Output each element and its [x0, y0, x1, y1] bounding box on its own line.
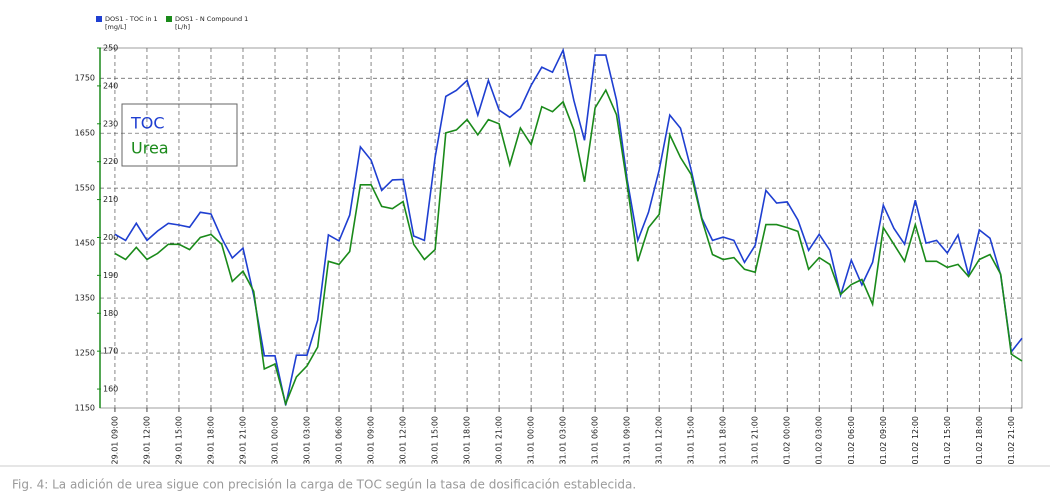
x-tick-label: 31.01 03:00 [559, 416, 568, 465]
x-tick-label: 30.01 09:00 [367, 416, 376, 465]
annotation: TOC [130, 114, 165, 133]
y2-tick-label: 230 [103, 119, 118, 128]
x-tick-label: 30.01 12:00 [399, 416, 408, 465]
y-tick-label: 1350 [75, 294, 95, 303]
x-tick-label: 01.02 06:00 [847, 416, 856, 465]
y-tick-label: 1750 [75, 74, 95, 83]
y-tick-label: 1550 [75, 184, 95, 193]
x-tick-label: 31.01 12:00 [655, 416, 664, 465]
y2-tick-label: 250 [103, 44, 118, 53]
x-tick-label: 29.01 18:00 [206, 416, 215, 465]
x-tick-label: 01.02 03:00 [815, 416, 824, 465]
x-tick-label: 31.01 15:00 [687, 416, 696, 465]
x-tick-label: 01.02 18:00 [975, 416, 984, 465]
y2-tick-label: 220 [103, 157, 118, 166]
x-tick-label: 01.02 00:00 [783, 416, 792, 465]
x-tick-label: 29.01 12:00 [142, 416, 151, 465]
y-tick-label: 1450 [75, 239, 95, 248]
x-tick-label: 31.01 06:00 [591, 416, 600, 465]
x-tick-label: 29.01 09:00 [110, 416, 119, 465]
x-tick-label: 30.01 03:00 [303, 416, 312, 465]
x-tick-label: 01.02 09:00 [879, 416, 888, 465]
y2-tick-label: 170 [103, 347, 118, 356]
y2-tick-label: 160 [103, 385, 118, 394]
x-tick-label: 31.01 21:00 [751, 416, 760, 465]
series-line [114, 47, 1023, 406]
x-tick-label: 01.02 15:00 [943, 416, 952, 465]
legend-label: DOS1 - N Compound 1 [175, 15, 248, 23]
x-tick-label: 30.01 00:00 [271, 416, 280, 465]
y-tick-label: 1250 [75, 349, 95, 358]
x-tick-label: 30.01 18:00 [463, 416, 472, 465]
y2-tick-label: 180 [103, 309, 118, 318]
series-line [114, 88, 1023, 407]
x-tick-label: 30.01 15:00 [431, 416, 440, 465]
y2-tick-label: 200 [103, 233, 118, 242]
x-tick-label: 31.01 18:00 [719, 416, 728, 465]
y2-tick-label: 240 [103, 81, 118, 90]
x-tick-label: 30.01 06:00 [335, 416, 344, 465]
x-tick-label: 31.01 00:00 [527, 416, 536, 465]
x-tick-label: 31.01 09:00 [623, 416, 632, 465]
legend-unit: [L/h] [175, 23, 190, 31]
y-tick-label: 1150 [75, 404, 95, 413]
y-tick-label: 1650 [75, 129, 95, 138]
x-tick-label: 01.02 21:00 [1007, 416, 1016, 465]
caption: Fig. 4: La adición de urea sigue con pre… [12, 478, 636, 492]
x-tick-label: 30.01 21:00 [495, 416, 504, 465]
legend-swatch [166, 16, 172, 22]
annotation-box [121, 103, 238, 167]
x-tick-label: 29.01 15:00 [174, 416, 183, 465]
y2-tick-label: 210 [103, 195, 118, 204]
x-tick-label: 29.01 21:00 [238, 416, 247, 465]
annotation: Urea [131, 139, 169, 158]
x-tick-label: 01.02 12:00 [911, 416, 920, 465]
legend-unit: [mg/L] [105, 23, 126, 31]
y2-tick-label: 190 [103, 271, 118, 280]
legend-label: DOS1 - TOC in 1 [105, 15, 158, 23]
legend-swatch [96, 16, 102, 22]
